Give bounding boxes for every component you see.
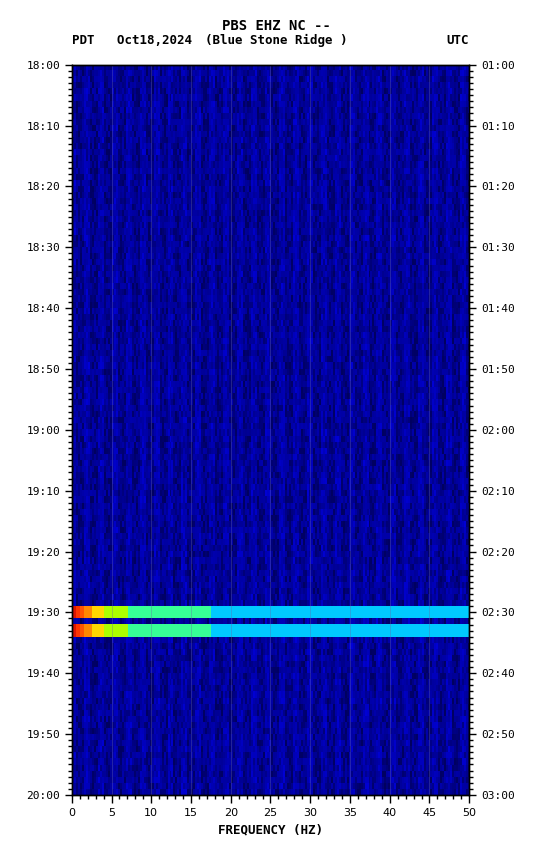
X-axis label: FREQUENCY (HZ): FREQUENCY (HZ)	[218, 823, 323, 836]
Text: UTC: UTC	[447, 34, 469, 47]
Text: (Blue Stone Ridge ): (Blue Stone Ridge )	[205, 34, 347, 47]
Text: PBS EHZ NC --: PBS EHZ NC --	[221, 19, 331, 33]
Text: PDT   Oct18,2024: PDT Oct18,2024	[72, 34, 192, 47]
